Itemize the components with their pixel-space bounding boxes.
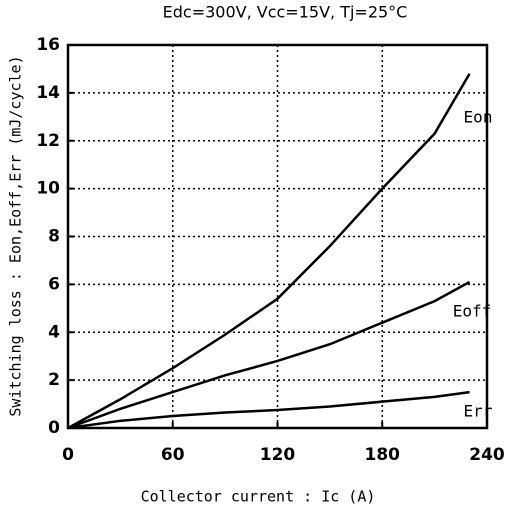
series-label: Eon (464, 108, 493, 127)
x-tick-label: 240 (469, 445, 505, 465)
x-tick-label: 180 (365, 445, 401, 465)
y-tick-label: 2 (48, 370, 60, 390)
y-tick-label: 8 (48, 227, 60, 247)
line (67, 280, 471, 430)
plot-frame (66, 43, 489, 430)
chart-title: Edc=300V, Vcc=15V, Tj=25°C (163, 3, 408, 22)
y-tick-label: 10 (36, 179, 60, 199)
y-tick-label: 6 (48, 274, 60, 294)
line (67, 390, 470, 430)
series-label: Err (464, 402, 493, 421)
y-tick-label: 12 (36, 131, 60, 151)
y-tick-label: 14 (36, 83, 60, 103)
x-axis-label: Collector current : Ic (A) (141, 488, 376, 506)
x-tick-label: 0 (62, 445, 74, 465)
y-tick-label: 16 (36, 35, 60, 55)
y-tick-label: 0 (48, 418, 60, 438)
y-tick-label: 4 (48, 322, 60, 342)
y-axis-label: Switching loss : Eon,Eoff,Err (mJ/cycle) (7, 55, 25, 416)
line (67, 73, 471, 430)
series-label: Eoff (453, 302, 492, 321)
x-tick-label: 60 (161, 445, 185, 465)
x-tick-label: 120 (260, 445, 296, 465)
